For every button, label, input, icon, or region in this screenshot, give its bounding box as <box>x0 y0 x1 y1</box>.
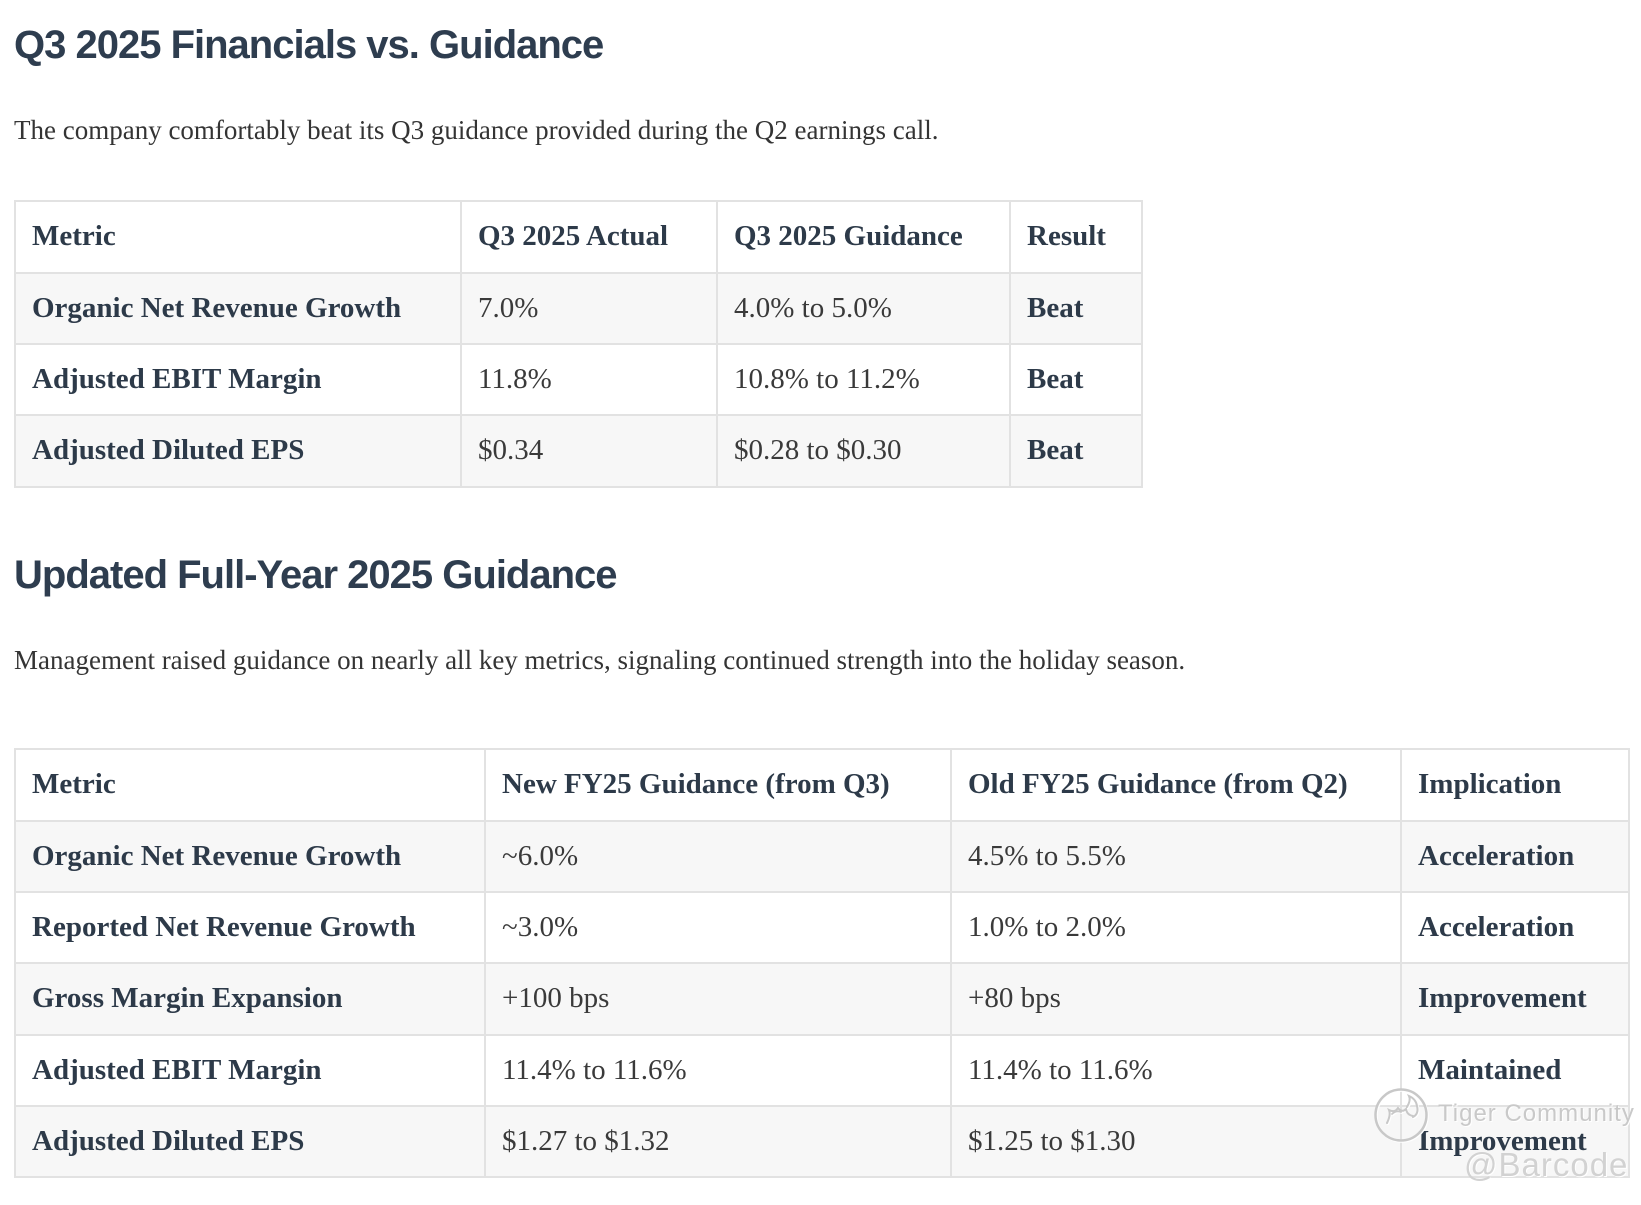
table-row: Organic Net Revenue Growth ~6.0% 4.5% to 5… <box>14 819 1630 893</box>
cell-guidance: 10.8% to 11.2% <box>716 343 1011 417</box>
table-body: Organic Net Revenue Growth ~6.0% 4.5% to 5… <box>14 819 1630 1179</box>
cell-metric: Adjusted Diluted EPS <box>14 1104 486 1179</box>
cell-implication: Improvement <box>1400 1104 1630 1179</box>
cell-implication: Maintained <box>1400 1033 1630 1107</box>
cell-implication: Acceleration <box>1400 819 1630 893</box>
cell-metric: Organic Net Revenue Growth <box>14 819 486 893</box>
cell-metric: Reported Net Revenue Growth <box>14 890 486 965</box>
cell-implication: Acceleration <box>1400 890 1630 965</box>
cell-new: $1.27 to $1.32 <box>484 1104 952 1179</box>
cell-old: $1.25 to $1.30 <box>950 1104 1402 1179</box>
column-header: Q3 2025 Guidance <box>716 200 1011 274</box>
table-header-row: Metric New FY25 Guidance (from Q3) Old FY2… <box>14 748 1630 822</box>
cell-result: Beat <box>1009 343 1143 417</box>
cell-new: ~6.0% <box>484 819 952 893</box>
cell-metric: Organic Net Revenue Growth <box>14 271 462 346</box>
cell-old: 4.5% to 5.5% <box>950 819 1402 893</box>
section1-heading: Q3 2025 Financials vs. Guidance <box>14 23 604 67</box>
cell-metric: Adjusted EBIT Margin <box>14 343 462 417</box>
cell-actual: $0.34 <box>460 414 718 488</box>
table-header-row: Metric Q3 2025 Actual Q3 2025 Guidance Resu… <box>14 200 1143 274</box>
cell-metric: Adjusted EBIT Margin <box>14 1033 486 1107</box>
table-row: Adjusted EBIT Margin 11.8% 10.8% to 11.2% B… <box>14 343 1143 417</box>
table-row: Reported Net Revenue Growth ~3.0% 1.0% to … <box>14 890 1630 965</box>
cell-old: 1.0% to 2.0% <box>950 890 1402 965</box>
q3-vs-guidance-table: Metric Q3 2025 Actual Q3 2025 Guidance Resu… <box>14 200 1143 488</box>
cell-result: Beat <box>1009 414 1143 488</box>
cell-guidance: $0.28 to $0.30 <box>716 414 1011 488</box>
section1-intro: The company comfortably beat its Q3 guid… <box>14 115 939 145</box>
column-header: Metric <box>14 748 486 822</box>
cell-new: 11.4% to 11.6% <box>484 1033 952 1107</box>
cell-actual: 11.8% <box>460 343 718 417</box>
column-header: Old FY25 Guidance (from Q2) <box>950 748 1402 822</box>
table-row: Adjusted EBIT Margin 11.4% to 11.6% 11.4% … <box>14 1033 1630 1107</box>
column-header: Metric <box>14 200 462 274</box>
column-header: Q3 2025 Actual <box>460 200 718 274</box>
table-body: Organic Net Revenue Growth 7.0% 4.0% to 5.… <box>14 271 1143 488</box>
cell-metric: Adjusted Diluted EPS <box>14 414 462 488</box>
section2-intro: Management raised guidance on nearly all… <box>14 644 1186 675</box>
column-header: Result <box>1009 200 1143 274</box>
section-fy25-guidance: Updated Full-Year 2025 Guidance Manageme… <box>14 552 1641 1179</box>
cell-old: +80 bps <box>950 962 1402 1036</box>
cell-metric: Gross Margin Expansion <box>14 962 486 1036</box>
table-row: Gross Margin Expansion +100 bps +80 bps Imp… <box>14 962 1630 1036</box>
cell-new: +100 bps <box>484 962 952 1036</box>
cell-guidance: 4.0% to 5.0% <box>716 271 1011 346</box>
section-q3-financials: Q3 2025 Financials vs. Guidance The comp… <box>14 22 1641 488</box>
section2-heading: Updated Full-Year 2025 Guidance <box>14 552 618 597</box>
table-row: Adjusted Diluted EPS $0.34 $0.28 to $0.30 B… <box>14 414 1143 488</box>
fy25-guidance-table: Metric New FY25 Guidance (from Q3) Old FY2… <box>14 748 1630 1179</box>
table-row: Organic Net Revenue Growth 7.0% 4.0% to 5.… <box>14 271 1143 346</box>
cell-actual: 7.0% <box>460 271 718 346</box>
article: Q3 2025 Financials vs. Guidance The comp… <box>14 22 1641 1179</box>
column-header: Implication <box>1400 748 1630 822</box>
cell-result: Beat <box>1009 271 1143 346</box>
cell-new: ~3.0% <box>484 890 952 965</box>
cell-old: 11.4% to 11.6% <box>950 1033 1402 1107</box>
column-header: New FY25 Guidance (from Q3) <box>484 748 952 822</box>
table-row: Adjusted Diluted EPS $1.27 to $1.32 $1.25 … <box>14 1104 1630 1179</box>
cell-implication: Improvement <box>1400 962 1630 1036</box>
